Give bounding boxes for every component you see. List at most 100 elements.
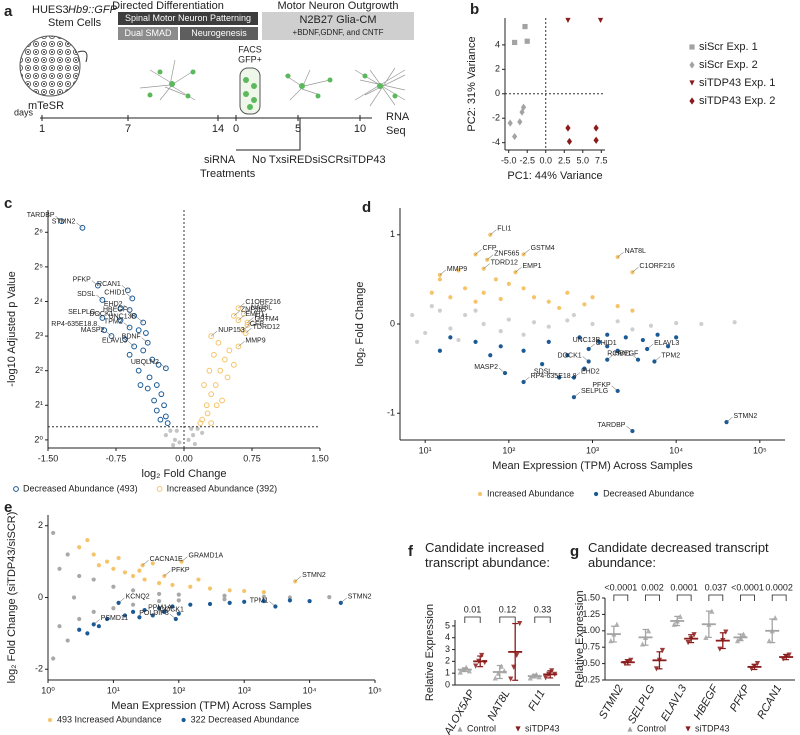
- bar: [262, 12, 414, 40]
- y-tick-label: 4: [495, 39, 500, 49]
- bar-label: +BDNF,GDNF, and CNTF: [293, 28, 384, 37]
- point: [143, 330, 149, 336]
- leader: [247, 317, 254, 323]
- point: [410, 312, 415, 318]
- p-value: 0.33: [534, 604, 552, 614]
- point: [593, 136, 599, 144]
- point: [597, 339, 602, 344]
- leader: [96, 294, 103, 301]
- point: [177, 440, 182, 445]
- point: [709, 608, 715, 614]
- cell-line: HUES3: [32, 4, 69, 16]
- leader: [233, 310, 241, 317]
- point: [162, 413, 169, 420]
- y-axis-label: PC2: 31% Variance: [466, 36, 478, 131]
- days-label: days: [14, 107, 34, 117]
- facs: FACS: [238, 44, 262, 54]
- point: [590, 295, 595, 300]
- leader: [96, 312, 103, 319]
- point: [437, 348, 443, 353]
- point: [111, 566, 116, 571]
- legend-marker: [689, 97, 695, 105]
- point: [104, 616, 110, 622]
- x-tick-label: 10¹: [107, 685, 120, 695]
- panel-letter: d: [362, 199, 371, 216]
- point: [135, 327, 142, 334]
- point: [630, 327, 635, 332]
- point: [174, 428, 179, 433]
- point: [221, 356, 228, 363]
- bracket: [676, 594, 692, 601]
- point: [615, 348, 620, 353]
- point: [481, 290, 486, 295]
- point-label: CHID1: [104, 289, 125, 296]
- point: [498, 329, 503, 334]
- sirna: Treatments: [200, 168, 256, 180]
- x-tick-label: 0.75: [243, 453, 261, 463]
- point: [151, 397, 157, 404]
- point: [163, 433, 168, 438]
- point: [164, 420, 171, 426]
- point-label: CACNA1E: [150, 556, 183, 563]
- point: [129, 295, 136, 302]
- p-value: 0.0002: [765, 582, 793, 592]
- point-label: GSTM4: [254, 316, 278, 323]
- point: [122, 336, 128, 343]
- point: [235, 343, 242, 350]
- x-tick-label: 10³: [238, 685, 251, 695]
- leader: [123, 304, 130, 311]
- point: [208, 391, 215, 398]
- point: [261, 598, 266, 604]
- legend-label: Increased Abundance: [487, 488, 574, 498]
- leader: [141, 337, 148, 343]
- bar-label: Spinal Motor Neuron Patterning: [125, 13, 251, 23]
- leader: [159, 363, 167, 369]
- cells: [147, 69, 398, 99]
- point: [222, 597, 227, 602]
- point: [211, 351, 217, 358]
- point: [732, 320, 737, 325]
- point: [492, 675, 498, 681]
- legend-marker: [47, 717, 53, 723]
- point: [207, 601, 213, 607]
- point-label: SELPLG: [68, 309, 95, 316]
- y-axis-label: -log10 Adjusted p Value: [6, 271, 18, 386]
- treatment: siTDP43: [343, 154, 385, 166]
- point: [512, 132, 518, 141]
- point: [565, 124, 571, 132]
- point: [96, 563, 101, 568]
- bar: [118, 12, 258, 25]
- point: [219, 397, 225, 404]
- leader: [181, 556, 188, 562]
- point-label: PSMD11: [101, 615, 129, 622]
- leader: [523, 376, 530, 383]
- leader: [726, 416, 733, 423]
- point: [512, 39, 518, 46]
- point: [77, 573, 82, 579]
- x-tick-label: 10⁴: [303, 685, 317, 695]
- point: [557, 305, 562, 311]
- point: [590, 321, 595, 327]
- leader: [238, 302, 245, 309]
- point: [521, 286, 526, 291]
- point-label: NUP153: [218, 327, 245, 334]
- point-label: GSTM4: [531, 245, 555, 252]
- point-label: MMP9: [447, 266, 467, 273]
- point: [188, 584, 193, 589]
- point: [565, 290, 570, 295]
- point-label: CHID1: [596, 340, 617, 347]
- y-tick-label: 2: [495, 64, 500, 74]
- x-tick-label: 10⁰: [41, 685, 55, 695]
- bar-label: N2B27 Glia-CM: [299, 14, 376, 26]
- x-tick-label: NAT8L: [486, 688, 513, 723]
- point-label: FLI1: [497, 226, 511, 233]
- day-label: 0: [233, 123, 239, 135]
- point-label: TDRD12: [491, 260, 518, 267]
- point: [517, 118, 523, 126]
- point: [168, 428, 173, 433]
- point: [235, 305, 242, 312]
- y-tick-label: 4: [445, 632, 450, 642]
- panel-letter: g: [570, 543, 579, 560]
- leader: [172, 608, 179, 614]
- point: [261, 590, 266, 595]
